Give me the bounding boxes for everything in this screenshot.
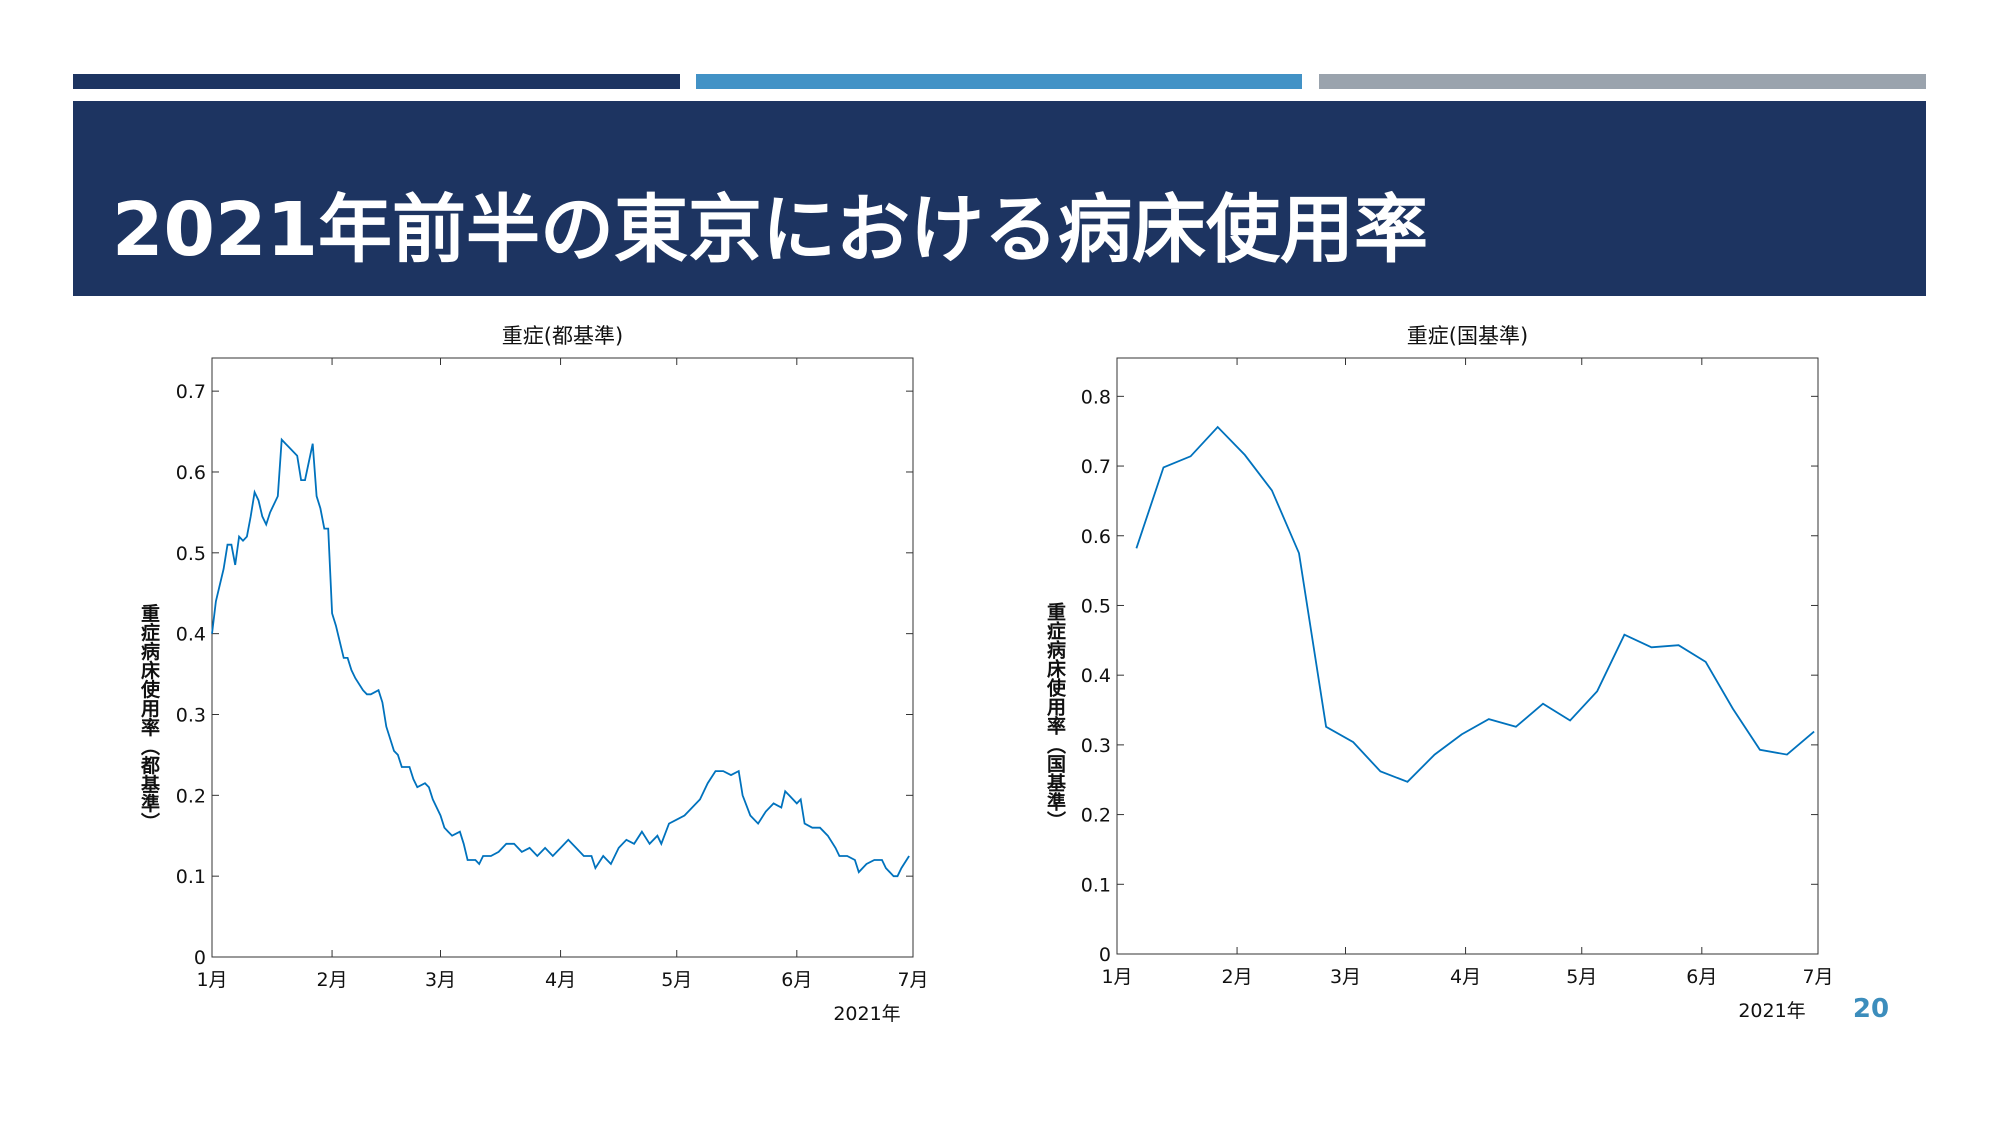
y-tick-label: 0 [194, 947, 206, 969]
x-tick-label: 6月 [1686, 966, 1717, 988]
x-tick-label: 6月 [781, 969, 812, 991]
x-tick-label: 1月 [1101, 966, 1132, 988]
y-axis-label: 重症病床使用率（国基準） [1044, 602, 1067, 830]
slide-title: 2021年前半の東京における病床使用率 [112, 187, 1428, 273]
y-tick-label: 0.2 [176, 785, 206, 807]
y-tick-label: 0.8 [1081, 386, 1111, 408]
page-number: 20 [1853, 994, 1889, 1024]
y-tick-label: 0.2 [1081, 805, 1111, 827]
y-tick-label: 0 [1099, 944, 1111, 966]
chart-title: 重症(国基準) [1407, 324, 1528, 348]
x-tick-label: 3月 [425, 969, 456, 991]
top-bar [1319, 74, 1926, 89]
y-tick-label: 0.5 [176, 543, 206, 565]
data-line [211, 437, 910, 878]
x-tick-label: 4月 [1450, 966, 1481, 988]
y-tick-label: 0.6 [176, 462, 206, 484]
y-tick-label: 0.1 [1081, 874, 1111, 896]
x-tick-label: 7月 [897, 969, 928, 991]
x-axis-label: 2021年 [833, 1003, 900, 1025]
y-tick-label: 0.3 [176, 704, 206, 726]
x-tick-label: 5月 [1566, 966, 1597, 988]
y-tick-label: 0.4 [176, 624, 206, 646]
y-tick-label: 0.7 [1081, 456, 1111, 478]
y-tick-label: 0.4 [1081, 665, 1111, 687]
y-tick-label: 0.6 [1081, 526, 1111, 548]
plot-frame [211, 357, 914, 958]
y-axis-label: 重症病床使用率（都基準） [138, 603, 161, 831]
top-bar [73, 74, 680, 89]
chart-title: 重症(都基準) [502, 324, 623, 348]
y-tick-label: 0.1 [176, 866, 206, 888]
x-tick-label: 1月 [196, 969, 227, 991]
y-tick-label: 0.3 [1081, 735, 1111, 757]
x-tick-label: 5月 [661, 969, 692, 991]
x-tick-label: 2月 [317, 969, 348, 991]
top-bar [696, 74, 1302, 89]
x-tick-label: 4月 [545, 969, 576, 991]
x-tick-label: 7月 [1802, 966, 1833, 988]
y-tick-label: 0.5 [1081, 595, 1111, 617]
x-tick-label: 3月 [1330, 966, 1361, 988]
plot-frame [1116, 357, 1819, 955]
y-tick-label: 0.7 [176, 381, 206, 403]
header-band [73, 101, 1926, 296]
x-axis-label: 2021年 [1738, 1000, 1805, 1022]
x-tick-label: 2月 [1222, 966, 1253, 988]
data-line [1135, 425, 1815, 783]
